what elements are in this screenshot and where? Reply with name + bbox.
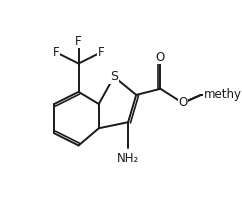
Text: F: F [75,35,82,48]
Text: F: F [53,46,60,59]
Text: S: S [110,70,118,83]
Text: NH₂: NH₂ [117,152,139,164]
Text: O: O [178,96,187,109]
Text: F: F [98,46,104,59]
Text: O: O [156,51,165,64]
Text: methyl: methyl [204,88,242,101]
